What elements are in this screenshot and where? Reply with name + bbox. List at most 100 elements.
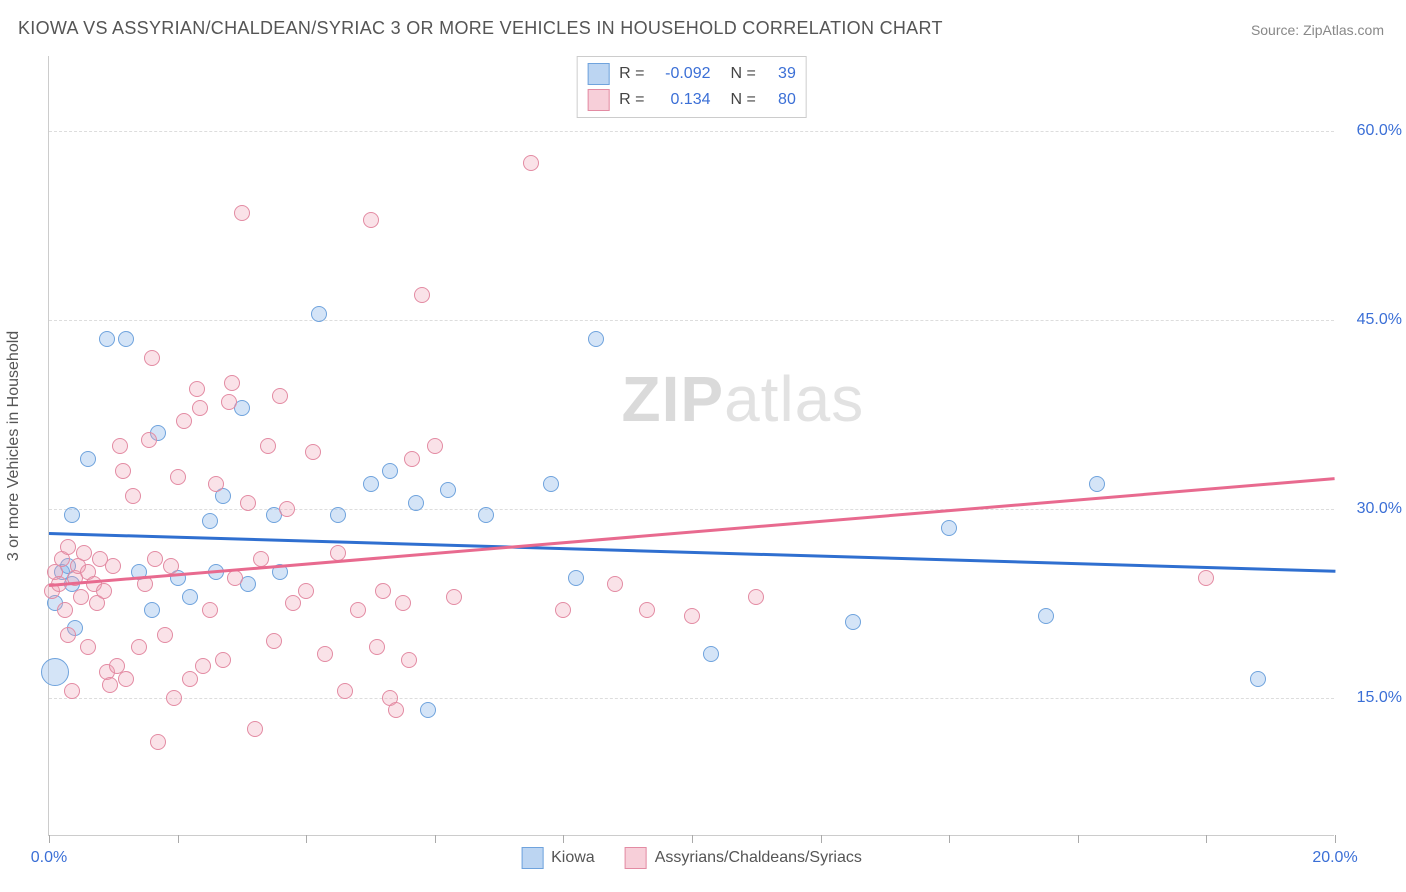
scatter-point-assyrians (170, 469, 186, 485)
legend-label: Kiowa (551, 849, 595, 867)
x-tick-label: 20.0% (1312, 849, 1357, 867)
watermark: ZIPatlas (622, 362, 865, 436)
scatter-point-kiowa (64, 507, 80, 523)
scatter-point-assyrians (305, 444, 321, 460)
watermark-bold: ZIP (622, 363, 725, 435)
legend-swatch (587, 89, 609, 111)
legend-item: Kiowa (521, 847, 595, 869)
scatter-point-kiowa (845, 614, 861, 630)
scatter-point-assyrians (523, 155, 539, 171)
scatter-point-assyrians (247, 721, 263, 737)
scatter-point-assyrians (298, 583, 314, 599)
stats-legend-row: R =0.134N =80 (587, 87, 796, 113)
x-tick (563, 835, 564, 843)
scatter-point-kiowa (144, 602, 160, 618)
scatter-point-assyrians (279, 501, 295, 517)
scatter-point-assyrians (388, 702, 404, 718)
stat-n-value: 39 (766, 65, 796, 83)
scatter-point-assyrians (369, 639, 385, 655)
scatter-point-kiowa (568, 570, 584, 586)
scatter-point-assyrians (80, 639, 96, 655)
legend-swatch (625, 847, 647, 869)
scatter-point-assyrians (748, 589, 764, 605)
scatter-point-assyrians (115, 463, 131, 479)
legend-swatch (521, 847, 543, 869)
scatter-point-assyrians (163, 558, 179, 574)
scatter-point-assyrians (64, 683, 80, 699)
scatter-point-assyrians (105, 558, 121, 574)
stat-n-label: N = (731, 65, 756, 83)
scatter-point-assyrians (240, 495, 256, 511)
scatter-point-assyrians (375, 583, 391, 599)
x-tick (692, 835, 693, 843)
scatter-point-kiowa (703, 646, 719, 662)
scatter-point-assyrians (337, 683, 353, 699)
scatter-point-assyrians (147, 551, 163, 567)
x-tick (49, 835, 50, 843)
legend-swatch (587, 63, 609, 85)
scatter-point-assyrians (607, 576, 623, 592)
stat-n-value: 80 (766, 91, 796, 109)
scatter-point-assyrians (157, 627, 173, 643)
scatter-point-assyrians (96, 583, 112, 599)
scatter-point-assyrians (227, 570, 243, 586)
x-tick (949, 835, 950, 843)
scatter-point-assyrians (182, 671, 198, 687)
scatter-point-assyrians (639, 602, 655, 618)
x-tick (178, 835, 179, 843)
scatter-point-kiowa (99, 331, 115, 347)
scatter-point-kiowa (1089, 476, 1105, 492)
scatter-point-assyrians (684, 608, 700, 624)
scatter-point-kiowa (118, 331, 134, 347)
scatter-point-kiowa (1250, 671, 1266, 687)
scatter-point-assyrians (350, 602, 366, 618)
scatter-point-assyrians (1198, 570, 1214, 586)
scatter-point-assyrians (131, 639, 147, 655)
scatter-point-assyrians (401, 652, 417, 668)
scatter-point-kiowa (408, 495, 424, 511)
bottom-legend: KiowaAssyrians/Chaldeans/Syriacs (521, 847, 862, 869)
scatter-point-assyrians (266, 633, 282, 649)
x-tick (1206, 835, 1207, 843)
stat-r-label: R = (619, 65, 644, 83)
scatter-point-assyrians (166, 690, 182, 706)
source-attribution: Source: ZipAtlas.com (1251, 22, 1384, 38)
scatter-point-kiowa (382, 463, 398, 479)
scatter-point-assyrians (363, 212, 379, 228)
stats-legend: R = -0.092 N = 39 R =0.134N =80 (576, 56, 807, 118)
x-tick (821, 835, 822, 843)
scatter-point-kiowa (182, 589, 198, 605)
scatter-point-assyrians (73, 589, 89, 605)
scatter-point-kiowa (941, 520, 957, 536)
scatter-point-assyrians (192, 400, 208, 416)
scatter-point-assyrians (317, 646, 333, 662)
scatter-point-kiowa (202, 513, 218, 529)
scatter-point-assyrians (555, 602, 571, 618)
scatter-point-assyrians (404, 451, 420, 467)
scatter-point-assyrians (234, 205, 250, 221)
scatter-point-assyrians (112, 438, 128, 454)
scatter-point-kiowa (363, 476, 379, 492)
x-tick-label: 0.0% (31, 849, 67, 867)
scatter-point-assyrians (395, 595, 411, 611)
scatter-point-assyrians (202, 602, 218, 618)
x-tick (1078, 835, 1079, 843)
scatter-point-assyrians (427, 438, 443, 454)
scatter-point-assyrians (57, 602, 73, 618)
gridline (49, 131, 1334, 132)
scatter-point-assyrians (272, 388, 288, 404)
scatter-point-assyrians (60, 539, 76, 555)
y-tick-label: 60.0% (1357, 122, 1402, 140)
scatter-point-kiowa (543, 476, 559, 492)
gridline (49, 320, 1334, 321)
scatter-point-assyrians (414, 287, 430, 303)
scatter-point-assyrians (176, 413, 192, 429)
trend-line-kiowa (49, 532, 1335, 572)
stat-r-label: R = (619, 91, 644, 109)
scatter-point-assyrians (260, 438, 276, 454)
scatter-point-assyrians (125, 488, 141, 504)
plot-area: ZIPatlas R =-0.092N =39R =0.134N =80 Kio… (48, 56, 1334, 836)
stats-legend-row: R = -0.092 N = 39 (587, 61, 796, 87)
scatter-point-kiowa (41, 658, 69, 686)
stat-r-value: -0.092 (655, 65, 711, 83)
